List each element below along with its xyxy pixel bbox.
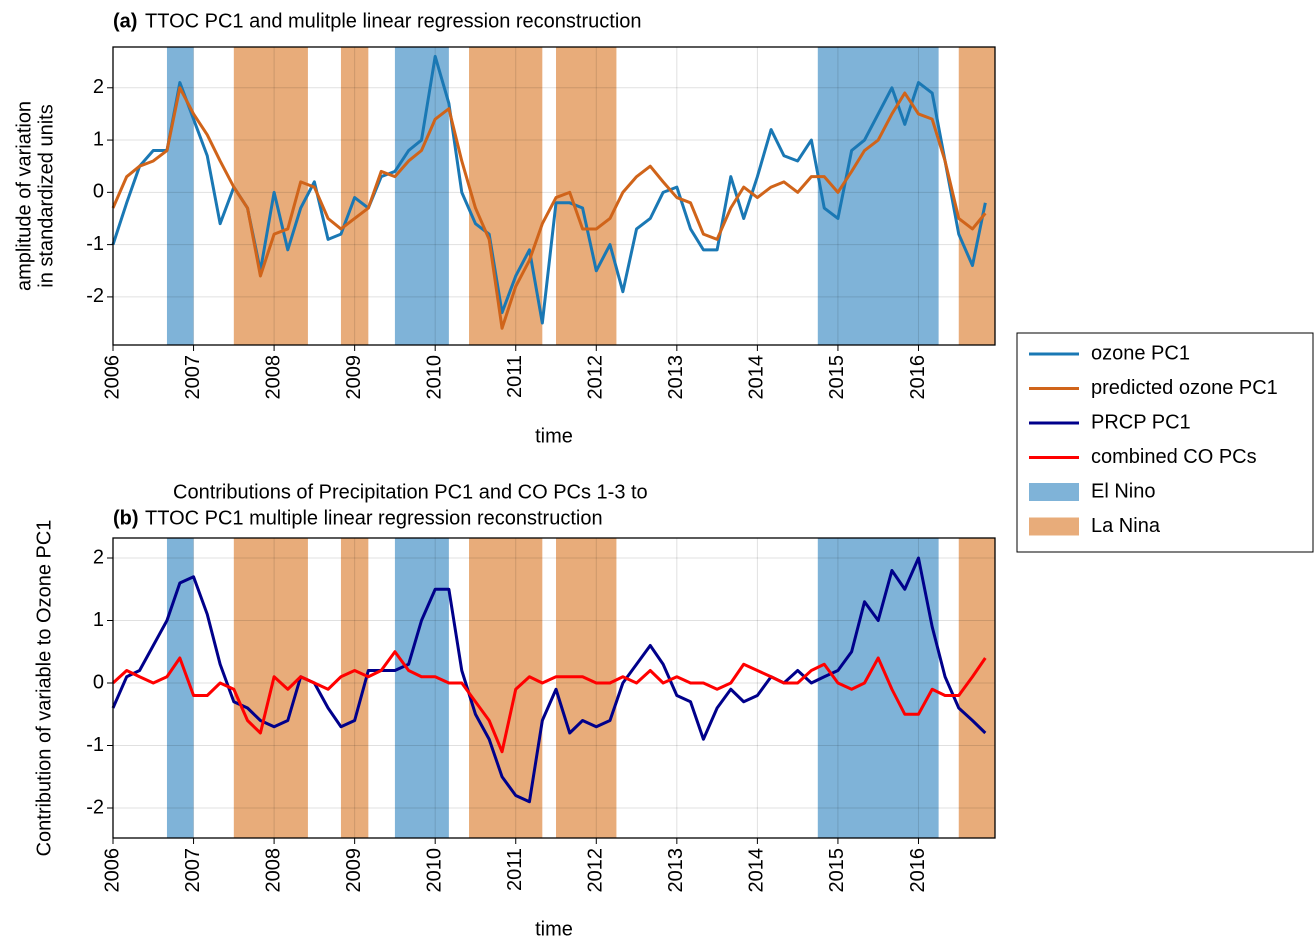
x-tick-label: 2010 (423, 848, 445, 893)
x-tick-label: 2012 (585, 355, 607, 400)
y-tick-label: 0 (93, 181, 104, 203)
x-tick-label: 2014 (746, 355, 768, 400)
legend-label: El Nino (1091, 480, 1155, 502)
plot-frame (112, 537, 996, 839)
y-tick-label: 2 (93, 76, 104, 98)
x-tick-label: 2011 (504, 355, 526, 398)
legend-swatch (1029, 483, 1079, 501)
x-tick-label: 2008 (262, 848, 284, 893)
x-tick-label: 2006 (101, 848, 123, 893)
enso-shading (166, 538, 194, 838)
legend-label: combined CO PCs (1091, 446, 1257, 468)
y-tick-label: 2 (93, 546, 104, 568)
chart-title: TTOC PC1 and mulitple linear regression … (145, 10, 642, 32)
legend-swatch (1029, 517, 1079, 536)
x-tick-label: 2010 (423, 355, 445, 400)
enso-shading (394, 538, 449, 838)
x-tick-label: 2016 (907, 355, 929, 400)
data-line (111, 86, 987, 330)
legend-label: predicted ozone PC1 (1091, 377, 1278, 399)
x-tick-label: 2015 (826, 848, 848, 893)
x-tick-label: 2013 (665, 355, 687, 400)
enso-shading (958, 47, 995, 345)
x-axis-label: time (535, 918, 573, 939)
x-tick-label: 2006 (101, 355, 123, 400)
enso-shading (556, 47, 617, 345)
panel-label: (a) (113, 10, 137, 32)
data-line (111, 556, 987, 804)
x-tick-label: 2007 (182, 848, 204, 893)
x-tick-label: 2016 (907, 848, 929, 893)
x-tick-label: 2015 (826, 355, 848, 400)
enso-shading (817, 538, 939, 838)
legend-label: PRCP PC1 (1091, 411, 1191, 433)
legend-label: La Nina (1091, 515, 1161, 537)
x-tick-label: 2007 (182, 355, 204, 400)
y-tick-label: 0 (93, 671, 104, 693)
enso-shading (166, 47, 194, 345)
enso-shading (469, 47, 543, 345)
panel-label: (b) (113, 507, 139, 529)
y-axis-label: amplitude of variation (13, 101, 35, 291)
enso-shading (556, 538, 617, 838)
enso-shading (394, 47, 449, 345)
y-axis-label: in standardized units (35, 104, 57, 287)
x-tick-label: 2013 (665, 848, 687, 893)
y-tick-label: -2 (86, 285, 104, 307)
data-line (111, 650, 987, 754)
x-axis-label: time (535, 425, 573, 447)
y-tick-label: -1 (86, 734, 104, 756)
x-tick-label: 2012 (585, 848, 607, 893)
x-tick-label: 2008 (262, 355, 284, 400)
x-tick-label: 2009 (343, 848, 365, 893)
x-tick-label: 2014 (746, 848, 768, 893)
chart-title: Contributions of Precipitation PC1 and C… (173, 481, 648, 503)
y-tick-label: -2 (86, 796, 104, 818)
enso-shading (817, 47, 939, 345)
plot-frame (112, 46, 996, 346)
legend-label: ozone PC1 (1091, 342, 1190, 364)
y-axis-label: Contribution of variable to Ozone PC1 (33, 520, 55, 857)
chart-title: TTOC PC1 multiple linear regression reco… (145, 507, 603, 529)
enso-shading (340, 47, 369, 345)
y-tick-label: 1 (93, 609, 104, 631)
x-tick-label: 2011 (504, 848, 526, 891)
x-tick-label: 2009 (343, 355, 365, 400)
y-tick-label: 1 (93, 128, 104, 150)
legend-box (1016, 332, 1314, 553)
y-tick-label: -1 (86, 233, 104, 255)
